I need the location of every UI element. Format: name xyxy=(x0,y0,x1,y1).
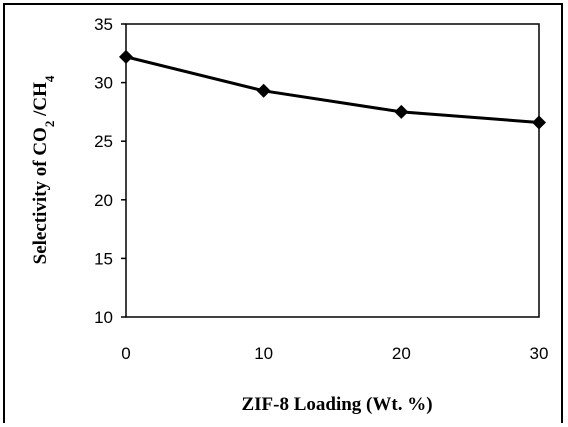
plot-area xyxy=(125,23,540,318)
series-line xyxy=(125,55,540,124)
data-point-marker xyxy=(532,115,546,130)
y-axis-title-main: Selectivity of CO xyxy=(30,127,51,264)
x-tick-label: 30 xyxy=(530,344,549,363)
y-tick-label: 30 xyxy=(94,74,113,93)
x-tick-label: 0 xyxy=(121,344,130,363)
y-axis-title: Selectivity of CO2 /CH4 xyxy=(30,75,57,264)
data-point-marker xyxy=(394,104,409,119)
y-axis-title-sub1: 2 xyxy=(42,121,57,128)
x-axis-title: ZIF-8 Loading (Wt. %) xyxy=(241,394,432,415)
y-tick-label: 25 xyxy=(94,132,113,151)
chart-frame xyxy=(3,3,563,423)
data-point-marker xyxy=(256,83,271,98)
y-tick-label: 10 xyxy=(94,308,113,327)
data-point-marker xyxy=(119,49,133,64)
x-tick-label: 10 xyxy=(254,344,273,363)
y-axis-title-sub2: 4 xyxy=(42,75,57,82)
series-markers xyxy=(119,49,546,130)
y-tick-label: 35 xyxy=(94,15,113,34)
x-axis-ticks: 0 10 20 30 xyxy=(121,344,548,363)
y-axis-ticks: 10 15 20 25 30 35 xyxy=(94,15,126,327)
y-axis-title-mid: /CH xyxy=(30,82,51,121)
y-tick-label: 15 xyxy=(94,249,113,268)
y-tick-label: 20 xyxy=(94,191,113,210)
x-tick-label: 20 xyxy=(392,344,411,363)
